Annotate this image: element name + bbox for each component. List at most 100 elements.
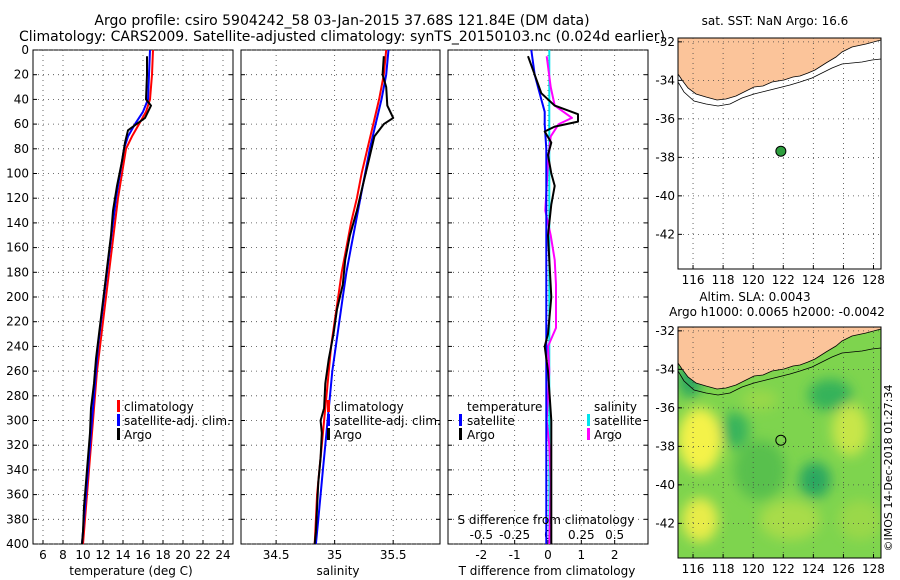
s-difference-tick-label: -0.5 bbox=[470, 528, 493, 542]
legend-s-argo-label: Argo bbox=[594, 428, 622, 442]
legend-t-satellite-swatch bbox=[459, 414, 462, 426]
depth-tick-labels: 0 20 40 60 80 100 120 140 160 180 200 220 240 260 280 3… bbox=[6, 43, 29, 551]
legend-t-argo-swatch bbox=[459, 428, 462, 440]
legend-climatology-label: climatology bbox=[334, 400, 404, 414]
legend-climatology-swatch bbox=[117, 400, 120, 412]
temperature-tick-labels: 6 8 10 12 14 16 18 20 22 24 bbox=[39, 548, 230, 562]
depth-tick-label: 0 bbox=[21, 43, 29, 57]
legend-s-argo-swatch bbox=[587, 428, 590, 440]
x-tick-label: 2 bbox=[611, 548, 619, 562]
figure-title-line2: Climatology: CARS2009. Satellite-adjuste… bbox=[19, 29, 665, 45]
map-lon-tick-label: 126 bbox=[832, 273, 855, 287]
x-tick-label: 8 bbox=[59, 548, 67, 562]
depth-tick-label: 300 bbox=[6, 414, 29, 428]
sst-map-land bbox=[678, 38, 881, 101]
depth-tick-label: 20 bbox=[14, 68, 29, 82]
salinity-xlabel: salinity bbox=[316, 564, 359, 578]
map-lon-tick-label: 120 bbox=[742, 562, 765, 576]
series-line-t-argo bbox=[527, 55, 579, 544]
map-lat-tick-label: -40 bbox=[655, 189, 675, 203]
x-tick-label: 16 bbox=[135, 548, 150, 562]
salinity-tick-labels: 34.5 35 35.5 bbox=[263, 548, 407, 562]
sla-map-title-line1: Altim. SLA: 0.0043 bbox=[699, 290, 810, 304]
map-lat-tick-label: -32 bbox=[655, 324, 675, 338]
depth-tick-label: 320 bbox=[6, 438, 29, 452]
map-lat-tick-label: -42 bbox=[655, 516, 675, 530]
x-tick-label: 24 bbox=[215, 548, 230, 562]
legend-temperature-title: temperature bbox=[467, 400, 542, 414]
legend-argo-label: Argo bbox=[124, 428, 152, 442]
sla-map bbox=[678, 327, 881, 558]
map-lat-tick-label: -42 bbox=[655, 227, 675, 241]
s-difference-tick-label: 0.5 bbox=[605, 528, 624, 542]
sla-map-land bbox=[678, 327, 881, 390]
legend-t-argo-label: Argo bbox=[467, 428, 495, 442]
difference-legend: temperature satellite Argo salinity sate… bbox=[459, 400, 642, 442]
depth-tick-label: 140 bbox=[6, 216, 29, 230]
salinity-series bbox=[313, 50, 395, 544]
depth-tick-label: 220 bbox=[6, 315, 29, 329]
series-line-satellite-adj-clim- bbox=[314, 50, 390, 544]
sst-map-title: sat. SST: NaN Argo: 16.6 bbox=[702, 14, 849, 28]
sla-map-title-line2: Argo h1000: 0.0065 h2000: -0.0042 bbox=[669, 305, 885, 319]
x-tick-label: 10 bbox=[75, 548, 90, 562]
x-tick-label: 1 bbox=[578, 548, 586, 562]
x-tick-label: -2 bbox=[475, 548, 487, 562]
legend-satellite-label: satellite-adj. clim. bbox=[124, 414, 231, 428]
x-tick-label: -1 bbox=[509, 548, 521, 562]
map-lon-tick-label: 128 bbox=[862, 273, 885, 287]
map-lat-tick-label: -36 bbox=[655, 112, 675, 126]
sst-argo-location-marker bbox=[775, 145, 787, 157]
series-line-argo bbox=[313, 56, 395, 544]
depth-tick-label: 340 bbox=[6, 463, 29, 477]
difference-grid bbox=[448, 49, 648, 545]
map-lat-tick-label: -36 bbox=[655, 401, 675, 415]
legend-climatology-swatch bbox=[327, 400, 330, 412]
depth-tick-label: 200 bbox=[6, 290, 29, 304]
sla-map-tick-labels: 116 118 120 122 124 126 128 -32 -34 -36 -38 -40 -42 bbox=[655, 324, 885, 576]
imos-watermark: ©IMOS 14-Dec-2018 01:27:34 bbox=[882, 385, 895, 552]
sla-argo-location-marker bbox=[775, 434, 787, 446]
map-lat-tick-label: -38 bbox=[655, 439, 675, 453]
legend-satellite-swatch bbox=[117, 414, 120, 426]
sst-map-shelf-contour bbox=[678, 58, 881, 107]
x-tick-label: 6 bbox=[39, 548, 47, 562]
x-tick-label: 12 bbox=[95, 548, 110, 562]
legend-satellite-label: satellite-adj. clim. bbox=[334, 414, 441, 428]
map-lat-tick-label: -34 bbox=[655, 73, 675, 87]
map-lon-tick-label: 122 bbox=[772, 562, 795, 576]
temperature-grid bbox=[33, 49, 233, 545]
difference-xlabel: T difference from climatology bbox=[458, 564, 636, 578]
legend-t-satellite-label: satellite bbox=[467, 414, 515, 428]
x-tick-label: 0 bbox=[544, 548, 552, 562]
depth-tick-label: 60 bbox=[14, 117, 29, 131]
salinity-grid bbox=[241, 49, 440, 545]
x-tick-label: 35 bbox=[327, 548, 342, 562]
t-difference-tick-labels: -2 -1 0 1 2 bbox=[475, 548, 618, 562]
legend-argo-swatch bbox=[327, 428, 330, 440]
legend-climatology-label: climatology bbox=[124, 400, 194, 414]
legend-s-satellite-swatch bbox=[587, 414, 590, 426]
depth-tick-label: 380 bbox=[6, 512, 29, 526]
legend-salinity-title: salinity bbox=[594, 400, 637, 414]
map-lon-tick-label: 126 bbox=[832, 562, 855, 576]
difference-series bbox=[527, 50, 579, 544]
s-difference-tick-label: 0 bbox=[544, 528, 552, 542]
depth-tick-label: 240 bbox=[6, 339, 29, 353]
sla-map-anomaly-field bbox=[678, 362, 881, 542]
series-line-argo bbox=[81, 56, 152, 544]
x-tick-label: 35.5 bbox=[380, 548, 407, 562]
map-lon-tick-label: 120 bbox=[742, 273, 765, 287]
sst-map-frame bbox=[677, 37, 882, 270]
depth-tick-label: 280 bbox=[6, 389, 29, 403]
depth-tick-label: 160 bbox=[6, 241, 29, 255]
map-lat-tick-label: -34 bbox=[655, 362, 675, 376]
legend-argo-swatch bbox=[117, 428, 120, 440]
x-tick-label: 22 bbox=[195, 548, 210, 562]
map-lon-tick-label: 116 bbox=[682, 562, 705, 576]
map-lat-tick-label: -32 bbox=[655, 35, 675, 49]
temperature-xlabel: temperature (deg C) bbox=[69, 564, 192, 578]
x-tick-label: 14 bbox=[115, 548, 130, 562]
depth-tick-label: 360 bbox=[6, 488, 29, 502]
